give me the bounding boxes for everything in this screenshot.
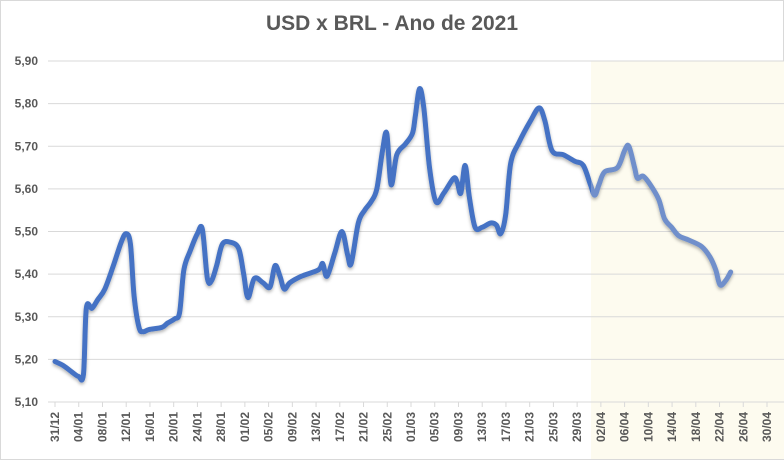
x-tick-label: 17/02: [333, 412, 347, 442]
x-tick-label: 26/04: [736, 412, 750, 442]
y-tick-label: 5,20: [15, 352, 39, 366]
usd-brl-series-line: [52, 86, 734, 383]
y-tick-label: 5,60: [15, 182, 39, 196]
x-tick-label: 17/03: [499, 412, 513, 442]
chart-title: USD x BRL - Ano de 2021: [265, 12, 519, 35]
y-tick-label: 5,90: [15, 54, 39, 68]
y-tick-label: 5,80: [15, 97, 39, 111]
x-tick-label: 21/02: [357, 412, 371, 442]
x-tick-label: 13/02: [309, 412, 323, 442]
x-tick-label: 30/04: [760, 412, 774, 442]
x-tick-label: 24/01: [190, 412, 204, 442]
x-tick-label: 25/03: [546, 412, 560, 442]
x-tick-label: 16/01: [143, 412, 157, 442]
x-tick-label: 05/02: [262, 412, 276, 442]
x-tick-label: 31/12: [48, 412, 62, 442]
x-tick-label: 14/04: [665, 412, 679, 442]
x-tick-label: 01/03: [404, 412, 418, 442]
x-tick-label: 12/01: [119, 412, 133, 442]
x-tick-label: 09/03: [451, 412, 465, 442]
series-line-segment: [591, 142, 734, 288]
x-tick-label: 28/01: [214, 412, 228, 442]
x-tick-label: 21/03: [523, 412, 537, 442]
x-tick-label: 09/02: [285, 412, 299, 442]
x-tick-label: 01/02: [238, 412, 252, 442]
y-tick-label: 5,30: [15, 310, 39, 324]
x-tick-label: 18/04: [689, 412, 703, 442]
series-line-segment: [52, 86, 591, 383]
x-tick-label: 25/02: [380, 412, 394, 442]
x-tick-label: 02/04: [594, 412, 608, 442]
x-tick-label: 04/01: [72, 412, 86, 442]
y-tick-label: 5,40: [15, 267, 39, 281]
y-tick-label: 5,70: [15, 139, 39, 153]
x-tick-label: 13/03: [475, 412, 489, 442]
y-axis-labels: 5,10 5,20 5,30 5,40 5,50 5,60 5,70 5,80 5,90: [15, 54, 39, 409]
x-tick-label: 10/04: [641, 412, 655, 442]
x-tick-label: 08/01: [95, 412, 109, 442]
x-axis: 31/12 04/01 08/01 12/01 16/01 20/01 24/01 28/01…: [48, 402, 774, 442]
highlight-region: [591, 61, 784, 459]
x-tick-label: 22/04: [713, 412, 727, 442]
x-tick-label: 29/03: [570, 412, 584, 442]
y-tick-label: 5,50: [15, 225, 39, 239]
x-tick-label: 06/04: [618, 412, 632, 442]
y-tick-label: 5,10: [15, 395, 39, 409]
x-tick-label: 20/01: [167, 412, 181, 442]
x-tick-label: 05/03: [428, 412, 442, 442]
